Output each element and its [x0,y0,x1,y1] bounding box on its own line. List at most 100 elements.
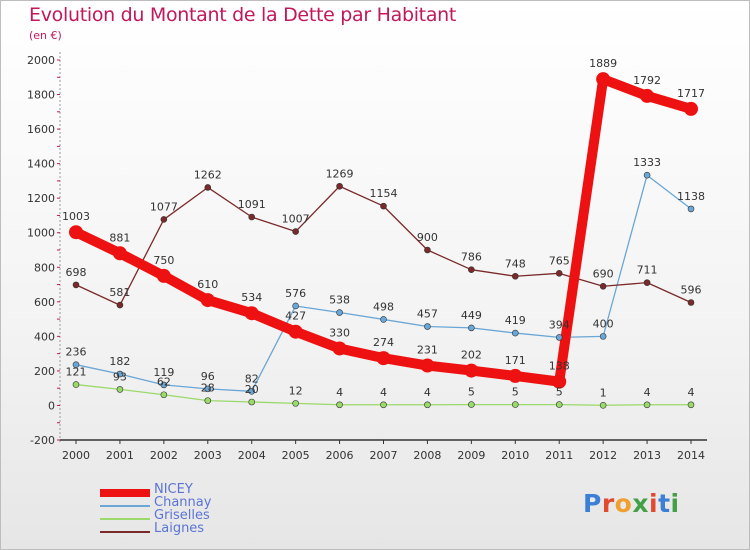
data-point [424,246,431,254]
data-label: 1138 [677,190,705,203]
data-point [464,363,479,378]
data-point [204,397,212,404]
data-point [156,268,171,283]
data-label: 12 [289,384,303,397]
x-tick-label: 2005 [282,449,310,462]
legend-label: Griselles [154,508,210,523]
data-point [336,309,343,316]
y-tick-label: 600 [34,296,55,309]
data-point [160,391,168,399]
y-tick-label: 400 [34,330,55,343]
data-label: 1269 [326,167,354,180]
data-label: 581 [109,286,130,299]
data-point [380,316,387,323]
data-label: 1007 [282,213,310,226]
logo-letter: P [583,489,602,518]
data-point [288,324,303,339]
data-point [684,101,698,116]
data-point [380,401,387,409]
chart-title: Evolution du Montant de la Dette par Hab… [29,4,457,26]
data-point [511,401,519,408]
data-label: 690 [593,267,614,280]
data-point [204,385,212,393]
data-label: 121 [66,366,87,379]
data-label: 750 [153,254,174,267]
data-label: 900 [417,231,438,244]
data-label: 449 [461,309,482,322]
data-point [640,88,655,103]
legend-label: Channay [154,495,212,510]
data-point [468,266,475,273]
x-tick-label: 2004 [238,449,266,462]
data-point [72,281,80,289]
data-label: 138 [549,360,570,373]
data-label: 765 [549,254,570,267]
logo-letter: r [601,489,615,518]
data-point [643,171,651,179]
legend-label: NICEY [154,482,193,497]
legend-item-griselles: Griselles [100,508,300,525]
data-label: 1077 [150,200,178,213]
y-tick-label: 0 [48,399,55,412]
data-point [687,299,695,306]
x-tick-label: 2008 [413,449,441,462]
x-tick-label: 2006 [326,449,354,462]
data-label: 1 [600,386,607,399]
data-point [244,306,259,321]
y-tick-label: 200 [34,365,55,378]
x-tick-label: 2007 [370,449,398,462]
y-tick-label: -200 [30,434,55,447]
data-label: 498 [373,300,394,313]
data-label: 82 [245,372,259,385]
data-point [248,387,256,395]
logo-letter: t [658,489,671,518]
data-point [468,324,475,332]
legend-swatch [100,505,150,507]
logo-letter: i [649,489,659,518]
logo-letter: i [670,489,680,518]
data-point [508,368,523,383]
data-point [687,205,695,213]
data-point [555,270,563,277]
chart-subtitle: (en €) [29,29,62,42]
data-point [420,358,435,373]
data-point [376,351,391,366]
data-label: 881 [109,231,130,244]
data-label: 28 [201,382,215,395]
y-tick-label: 1400 [27,158,55,171]
data-point [599,401,607,409]
data-label: 1333 [633,156,661,169]
data-point [200,293,215,308]
x-tick-label: 2001 [106,449,134,462]
data-point [72,361,80,368]
data-label: 93 [113,370,127,383]
legend-label: Laignes [154,521,205,536]
x-tick-label: 2000 [62,449,90,462]
data-point [380,202,387,210]
data-point [511,272,519,280]
data-point [511,329,519,337]
data-point [424,323,431,330]
data-label: 1003 [62,210,90,223]
data-point [116,301,124,309]
data-point [336,182,343,190]
data-point [204,184,212,191]
data-point [336,401,343,409]
data-label: 596 [681,284,702,297]
data-label: 1091 [238,198,266,211]
data-label: 610 [197,278,218,291]
x-tick-label: 2011 [545,449,573,462]
data-point [643,401,651,409]
data-label: 457 [417,308,438,321]
data-point [69,225,83,240]
data-label: 5 [512,386,519,399]
data-label: 4 [424,386,431,399]
legend-swatch [100,531,150,533]
y-tick-label: 1600 [27,123,55,136]
data-label: 4 [336,386,343,399]
chart-data-labels: 1003 881 750 610 534 427 330 274 231 202 171 138 188… [62,57,705,399]
x-tick-label: 2012 [589,449,617,462]
y-tick-label: 1000 [27,227,55,240]
legend-item-channay: Channay [100,495,300,512]
